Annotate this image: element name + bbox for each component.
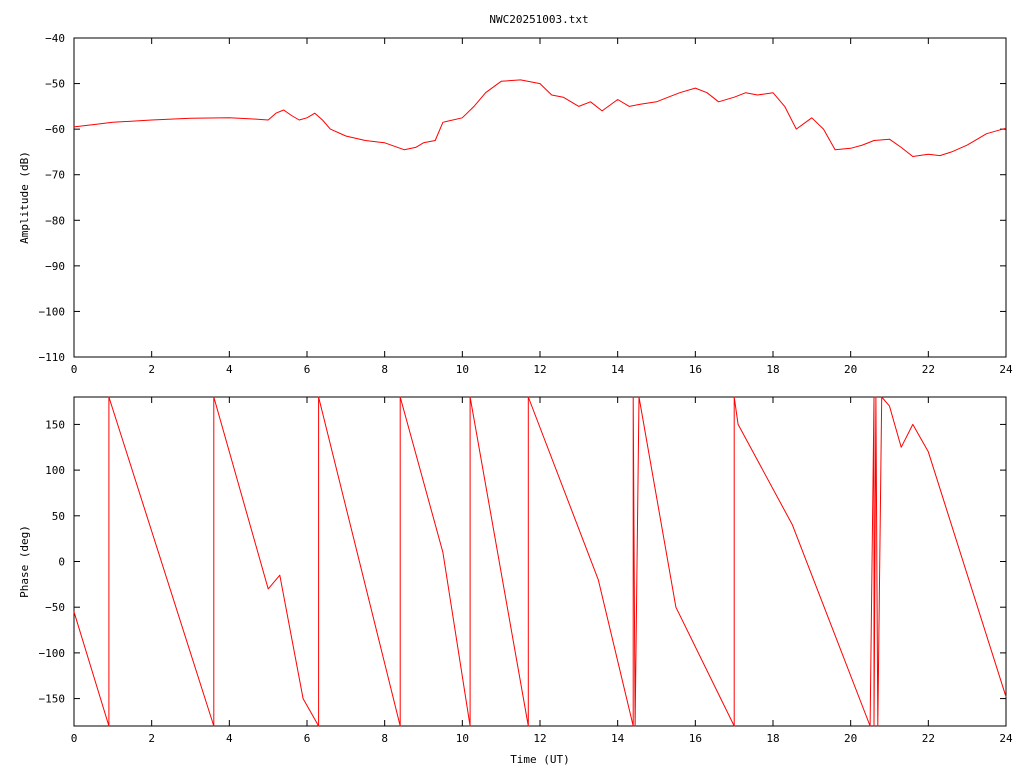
series-line (73, 396, 1007, 727)
y-tick-label: −50 (45, 78, 65, 91)
x-tick-label: 6 (304, 732, 311, 745)
y-tick-label: 0 (58, 556, 65, 569)
x-axis-label: Time (UT) (510, 753, 570, 766)
x-tick-label: 14 (611, 732, 625, 745)
x-tick-label: 22 (922, 732, 935, 745)
x-tick-label: 12 (533, 363, 546, 376)
x-tick-label: 4 (226, 732, 233, 745)
plot-frame (73, 37, 1007, 358)
x-tick-label: 16 (689, 363, 702, 376)
x-tick-label: 2 (148, 363, 155, 376)
x-tick-label: 4 (226, 363, 233, 376)
x-tick-label: 18 (766, 732, 779, 745)
x-tick-label: 18 (766, 363, 779, 376)
x-tick-label: 6 (304, 363, 311, 376)
amplitude-panel: 0 2 4 6 8 10 12 14 16 18 20 22 24−40−50−60−70−80−90−… (18, 32, 1013, 376)
x-tick-label: 0 (71, 732, 78, 745)
y-tick-label: −150 (39, 693, 66, 706)
series-line (73, 79, 1007, 157)
y-tick-label: −60 (45, 123, 65, 136)
y-tick-label: −110 (39, 351, 66, 364)
x-tick-label: 10 (456, 732, 469, 745)
chart-title: NWC20251003.txt (489, 13, 588, 26)
y-tick-label: −70 (45, 169, 65, 182)
x-tick-label: 24 (999, 732, 1013, 745)
y-axis-label: Amplitude (dB) (18, 151, 31, 244)
x-tick-label: 24 (999, 363, 1013, 376)
y-tick-label: −100 (39, 647, 66, 660)
phase-panel: 0 2 4 6 8 10 12 14 16 18 20 22 24150100500−50−100−15… (18, 396, 1013, 766)
y-tick-label: −40 (45, 32, 65, 45)
x-tick-label: 20 (844, 732, 857, 745)
x-tick-label: 0 (71, 363, 78, 376)
y-tick-label: 100 (45, 464, 65, 477)
x-tick-label: 20 (844, 363, 857, 376)
y-tick-label: 150 (45, 418, 65, 431)
x-tick-label: 22 (922, 363, 935, 376)
x-tick-label: 12 (533, 732, 546, 745)
y-tick-label: −80 (45, 214, 65, 227)
x-tick-label: 16 (689, 732, 702, 745)
x-tick-label: 10 (456, 363, 469, 376)
y-tick-label: −90 (45, 260, 65, 273)
x-tick-label: 14 (611, 363, 625, 376)
y-tick-label: −50 (45, 601, 65, 614)
x-tick-label: 8 (381, 732, 388, 745)
y-axis-label: Phase (deg) (18, 525, 31, 598)
x-tick-label: 2 (148, 732, 155, 745)
x-tick-label: 8 (381, 363, 388, 376)
y-tick-label: −100 (39, 305, 66, 318)
y-tick-label: 50 (52, 510, 65, 523)
